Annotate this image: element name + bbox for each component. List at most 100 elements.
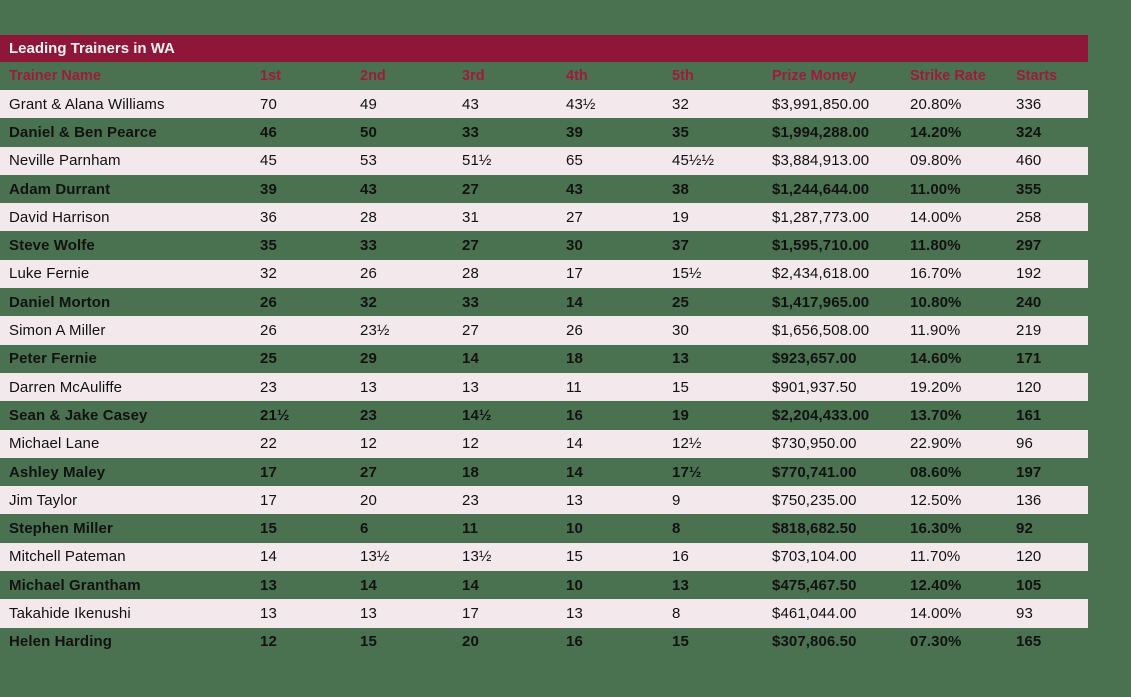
stat-cell: $1,417,965.00 xyxy=(772,293,870,311)
trainer-name-cell: Michael Lane xyxy=(9,435,100,453)
stat-cell: 17 xyxy=(260,491,277,509)
stat-cell: 17 xyxy=(462,604,479,622)
stat-cell: 136 xyxy=(1016,491,1042,509)
column-header-4th: 4th xyxy=(566,68,588,84)
stat-cell: $923,657.00 xyxy=(772,350,857,368)
stat-cell: 12.50% xyxy=(910,491,962,509)
stat-cell: 16 xyxy=(672,548,689,566)
stat-cell: 15 xyxy=(672,378,689,396)
stat-cell: 16.70% xyxy=(910,265,962,283)
stat-cell: 27 xyxy=(566,208,583,226)
stat-cell: 33 xyxy=(462,123,479,141)
table-row: Darren McAuliffe 23 13 13 11 15 $901,937.50 19.… xyxy=(0,372,1088,402)
stat-cell: 11 xyxy=(566,378,582,396)
trainer-name-cell: Ashley Maley xyxy=(9,463,106,481)
table-body: Grant & Alana Williams 70 49 43 43½ 32 $3,991,… xyxy=(0,90,1088,656)
stat-cell: 355 xyxy=(1016,180,1042,198)
stat-cell: 23 xyxy=(360,406,377,424)
stat-cell: 12 xyxy=(260,633,277,651)
stat-cell: 33 xyxy=(462,293,479,311)
stat-cell: 32 xyxy=(360,293,377,311)
stat-cell: 28 xyxy=(462,265,479,283)
stat-cell: 13 xyxy=(360,604,377,622)
stat-cell: 192 xyxy=(1016,265,1042,283)
trainer-name-cell: Mitchell Pateman xyxy=(9,548,126,566)
stat-cell: 35 xyxy=(672,123,689,141)
table-row: Helen Harding 12 15 20 16 15 $307,806.50 07.30%… xyxy=(0,628,1088,656)
stat-cell: 19.20% xyxy=(910,378,962,396)
trainer-name-cell: Adam Durrant xyxy=(9,180,111,198)
stat-cell: 51½ xyxy=(462,152,492,170)
stat-cell: 27 xyxy=(462,180,479,198)
stat-cell: 15 xyxy=(360,633,377,651)
stat-cell: 14 xyxy=(462,350,479,368)
column-header-5th: 5th xyxy=(672,68,694,84)
stat-cell: 10.80% xyxy=(910,293,962,311)
column-header-strike-rate: Strike Rate xyxy=(910,68,986,84)
trainer-name-cell: Takahide Ikenushi xyxy=(9,604,131,622)
stat-cell: $475,467.50 xyxy=(772,576,857,594)
column-header-2nd: 2nd xyxy=(360,68,386,84)
stat-cell: 43½ xyxy=(566,95,596,113)
stat-cell: 26 xyxy=(566,322,583,340)
stat-cell: 171 xyxy=(1016,350,1042,368)
stat-cell: 49 xyxy=(360,95,377,113)
stat-cell: 33 xyxy=(360,237,377,255)
column-header-trainer-name: Trainer Name xyxy=(9,68,101,84)
stat-cell: 17½ xyxy=(672,463,702,481)
stat-cell: 336 xyxy=(1016,95,1042,113)
stat-cell: 22 xyxy=(260,435,277,453)
trainer-name-cell: Simon A Miller xyxy=(9,322,106,340)
trainer-name-cell: David Harrison xyxy=(9,208,110,226)
stat-cell: 30 xyxy=(566,237,583,255)
table-row: Adam Durrant 39 43 27 43 38 $1,244,644.00 11.00… xyxy=(0,175,1088,203)
stat-cell: 12.40% xyxy=(910,576,962,594)
stat-cell: 38 xyxy=(672,180,689,198)
stat-cell: $2,204,433.00 xyxy=(772,406,870,424)
stat-cell: $3,991,850.00 xyxy=(772,95,870,113)
stat-cell: 21½ xyxy=(260,406,290,424)
stat-cell: 14 xyxy=(566,435,583,453)
trainer-name-cell: Daniel Morton xyxy=(9,293,111,311)
stat-cell: 14.60% xyxy=(910,350,962,368)
stat-cell: 297 xyxy=(1016,237,1042,255)
trainer-name-cell: Luke Fernie xyxy=(9,265,90,283)
stat-cell: 10 xyxy=(566,520,583,538)
trainer-name-cell: Sean & Jake Casey xyxy=(9,406,148,424)
stat-cell: 50 xyxy=(360,123,377,141)
stat-cell: 23 xyxy=(260,378,277,396)
trainer-name-cell: Darren McAuliffe xyxy=(9,378,123,396)
stat-cell: $818,682.50 xyxy=(772,520,857,538)
stat-cell: 96 xyxy=(1016,435,1033,453)
trainer-name-cell: Stephen Miller xyxy=(9,520,113,538)
stat-cell: 26 xyxy=(260,322,277,340)
table-row: Michael Grantham 13 14 14 10 13 $475,467.50 12.… xyxy=(0,571,1088,599)
trainer-name-cell: Neville Parnham xyxy=(9,152,121,170)
stat-cell: 15 xyxy=(672,633,689,651)
stat-cell: 18 xyxy=(566,350,583,368)
trainer-name-cell: Grant & Alana Williams xyxy=(9,95,165,113)
stat-cell: 37 xyxy=(672,237,689,255)
stat-cell: 53 xyxy=(360,152,377,170)
stat-cell: 12 xyxy=(462,435,479,453)
stat-cell: 20.80% xyxy=(910,95,962,113)
column-header-3rd: 3rd xyxy=(462,68,485,84)
stat-cell: 11.70% xyxy=(910,548,961,566)
stat-cell: 27 xyxy=(462,322,479,340)
stat-cell: 27 xyxy=(462,237,479,255)
stat-cell: 31 xyxy=(462,208,479,226)
stat-cell: 32 xyxy=(260,265,277,283)
stat-cell: 22.90% xyxy=(910,435,962,453)
trainer-name-cell: Peter Fernie xyxy=(9,350,97,368)
stat-cell: 14½ xyxy=(462,406,492,424)
table-row: Peter Fernie 25 29 14 18 13 $923,657.00 14.60% 1… xyxy=(0,345,1088,373)
stat-cell: 93 xyxy=(1016,604,1033,622)
stat-cell: 39 xyxy=(260,180,277,198)
stat-cell: 09.80% xyxy=(910,152,962,170)
stat-cell: 13 xyxy=(566,491,583,509)
stat-cell: 13 xyxy=(672,350,689,368)
table-row: Stephen Miller 15 6 11 10 8 $818,682.50 16.30% 9… xyxy=(0,514,1088,542)
stat-cell: 25 xyxy=(672,293,689,311)
trainer-name-cell: Michael Grantham xyxy=(9,576,141,594)
stat-cell: 13 xyxy=(260,576,277,594)
